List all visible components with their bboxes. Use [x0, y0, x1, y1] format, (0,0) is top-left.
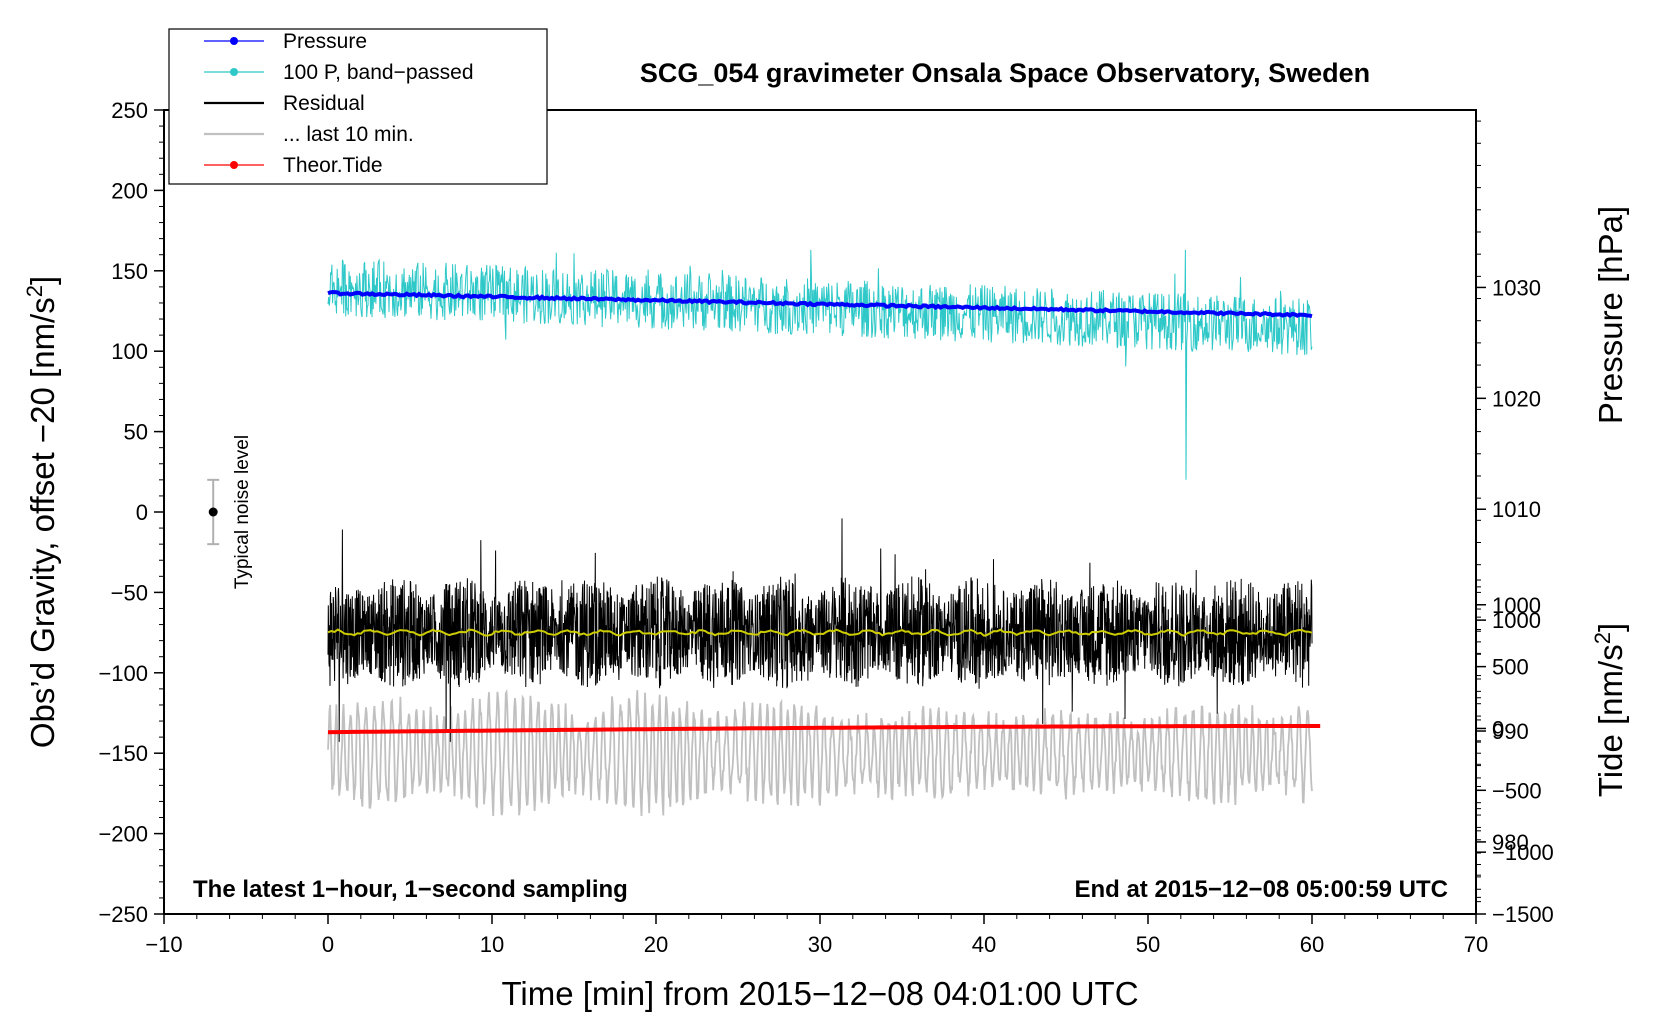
y-axis-label-tide: Tide [nm/s2]	[1590, 623, 1629, 797]
legend-marker	[230, 68, 238, 76]
pressure-tick-label: 980	[1492, 830, 1529, 855]
legend-marker	[230, 37, 238, 45]
series-last-10-min	[327, 689, 1313, 817]
series-residual-mean	[327, 628, 1313, 637]
tide-tick-label: −500	[1492, 778, 1542, 803]
series-pressure	[327, 289, 1313, 319]
pressure-tick-label: 990	[1492, 719, 1529, 744]
y-left-tick-label: 250	[111, 98, 148, 123]
x-tick-label: 40	[972, 932, 996, 957]
y-left-tick-label: −200	[98, 822, 148, 847]
y-left-tick-label: −150	[98, 741, 148, 766]
y-left-tick-label: −250	[98, 902, 148, 927]
series-band-passed	[327, 249, 1313, 480]
right-note: End at 2015−12−08 05:00:59 UTC	[1074, 876, 1448, 903]
series-residual	[327, 518, 1313, 742]
pressure-tick-label: 1020	[1492, 386, 1541, 411]
tide-tick-label: −1000	[1492, 840, 1554, 865]
x-tick-label: −10	[145, 932, 182, 957]
series-theor-tide	[327, 724, 1321, 735]
y-left-tick-label: 50	[124, 420, 148, 445]
noise-bar-center	[208, 507, 218, 517]
tide-tick-label: 500	[1492, 655, 1529, 680]
legend-marker	[230, 161, 238, 169]
chart-title: SCG_054 gravimeter Onsala Space Observat…	[640, 58, 1370, 88]
legend-box	[168, 28, 548, 185]
pressure-tick-label: 1010	[1492, 497, 1541, 522]
x-tick-label: 50	[1136, 932, 1160, 957]
y-left-tick-label: 200	[111, 178, 148, 203]
legend-label: Pressure	[283, 30, 367, 53]
x-axis-label: Time [min] from 2015−12−08 04:01:00 UTC	[501, 975, 1138, 1012]
pressure-tick-label: 1030	[1492, 275, 1541, 300]
y-left-tick-label: −100	[98, 661, 148, 686]
legend-label: Theor.Tide	[283, 154, 383, 177]
legend-label: Residual	[283, 92, 365, 115]
noise-level-indicator	[207, 478, 220, 546]
y-left-tick-label: 150	[111, 259, 148, 284]
y-axis-label-pressure: Pressure [hPa]	[1592, 206, 1629, 424]
tide-tick-label: 0	[1492, 716, 1504, 741]
tide-tick-label: 1000	[1492, 593, 1541, 618]
x-tick-label: 70	[1464, 932, 1488, 957]
legend-label: ... last 10 min.	[283, 123, 414, 146]
pressure-tick-label: 1000	[1492, 608, 1541, 633]
legend-label: 100 P, band−passed	[283, 61, 474, 84]
left-note: The latest 1−hour, 1−second sampling	[193, 876, 628, 903]
y-left-tick-label: 100	[111, 339, 148, 364]
x-tick-label: 60	[1300, 932, 1324, 957]
y-left-tick-label: 0	[136, 500, 148, 525]
legend: Pressure 100 P, band−passed Residual ... la…	[168, 28, 548, 185]
y-left-tick-label: −50	[111, 580, 148, 605]
x-tick-label: 30	[808, 932, 832, 957]
y-axis-label-left: Obs’d Gravity, offset −20 [nm/s2]	[22, 276, 61, 748]
x-tick-label: 10	[480, 932, 504, 957]
series-layer	[327, 249, 1321, 817]
x-tick-label: 20	[644, 932, 668, 957]
tide-tick-label: −1500	[1492, 902, 1554, 927]
ticks-layer: −10 0 10 20 30 40 50 60 70250200150100500−50−100…	[98, 98, 1553, 957]
x-tick-label: 0	[322, 932, 334, 957]
noise-level-label: Typical noise level	[232, 435, 253, 589]
